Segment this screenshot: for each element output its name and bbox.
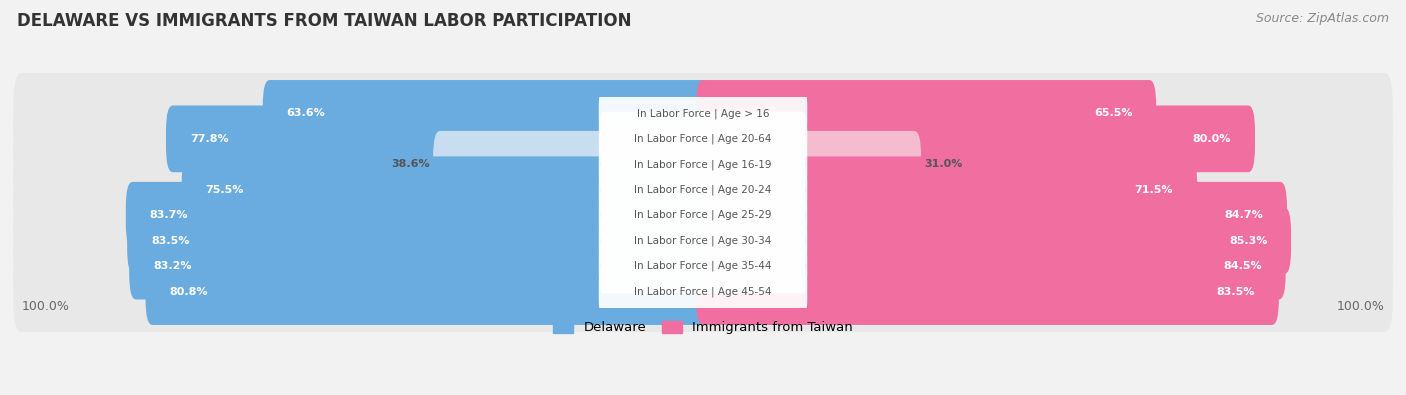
- FancyBboxPatch shape: [696, 207, 1291, 274]
- FancyBboxPatch shape: [181, 156, 710, 223]
- Text: 65.5%: 65.5%: [1094, 108, 1132, 118]
- FancyBboxPatch shape: [146, 258, 710, 325]
- FancyBboxPatch shape: [129, 233, 710, 299]
- FancyBboxPatch shape: [14, 251, 1392, 332]
- Text: 31.0%: 31.0%: [925, 159, 963, 169]
- FancyBboxPatch shape: [599, 213, 807, 268]
- FancyBboxPatch shape: [599, 188, 807, 243]
- Text: DELAWARE VS IMMIGRANTS FROM TAIWAN LABOR PARTICIPATION: DELAWARE VS IMMIGRANTS FROM TAIWAN LABOR…: [17, 12, 631, 30]
- Text: 100.0%: 100.0%: [21, 300, 69, 313]
- Text: 83.5%: 83.5%: [150, 236, 190, 246]
- FancyBboxPatch shape: [14, 73, 1392, 154]
- FancyBboxPatch shape: [599, 239, 807, 293]
- Text: Source: ZipAtlas.com: Source: ZipAtlas.com: [1256, 12, 1389, 25]
- FancyBboxPatch shape: [696, 80, 1156, 147]
- Text: In Labor Force | Age > 16: In Labor Force | Age > 16: [637, 108, 769, 118]
- FancyBboxPatch shape: [599, 264, 807, 319]
- FancyBboxPatch shape: [599, 137, 807, 192]
- Text: 77.8%: 77.8%: [190, 134, 229, 144]
- FancyBboxPatch shape: [696, 105, 1256, 172]
- FancyBboxPatch shape: [696, 156, 1197, 223]
- Text: 100.0%: 100.0%: [1337, 300, 1385, 313]
- Text: 83.5%: 83.5%: [1216, 287, 1256, 297]
- FancyBboxPatch shape: [696, 182, 1286, 248]
- Text: 84.5%: 84.5%: [1223, 261, 1261, 271]
- Text: In Labor Force | Age 25-29: In Labor Force | Age 25-29: [634, 210, 772, 220]
- Text: 84.7%: 84.7%: [1225, 210, 1263, 220]
- FancyBboxPatch shape: [433, 131, 710, 198]
- Text: 83.2%: 83.2%: [153, 261, 191, 271]
- FancyBboxPatch shape: [696, 131, 921, 198]
- Text: 80.8%: 80.8%: [169, 287, 208, 297]
- FancyBboxPatch shape: [14, 149, 1392, 230]
- Text: 80.0%: 80.0%: [1192, 134, 1232, 144]
- Text: In Labor Force | Age 20-24: In Labor Force | Age 20-24: [634, 184, 772, 195]
- Text: 71.5%: 71.5%: [1135, 185, 1173, 195]
- FancyBboxPatch shape: [125, 182, 710, 248]
- FancyBboxPatch shape: [14, 175, 1392, 256]
- Text: 75.5%: 75.5%: [205, 185, 243, 195]
- Text: 63.6%: 63.6%: [287, 108, 325, 118]
- FancyBboxPatch shape: [696, 258, 1279, 325]
- FancyBboxPatch shape: [166, 105, 710, 172]
- Text: 38.6%: 38.6%: [391, 159, 430, 169]
- FancyBboxPatch shape: [14, 200, 1392, 281]
- FancyBboxPatch shape: [14, 98, 1392, 179]
- Text: In Labor Force | Age 20-64: In Labor Force | Age 20-64: [634, 134, 772, 144]
- FancyBboxPatch shape: [14, 226, 1392, 307]
- FancyBboxPatch shape: [14, 124, 1392, 205]
- FancyBboxPatch shape: [599, 112, 807, 166]
- FancyBboxPatch shape: [599, 162, 807, 217]
- FancyBboxPatch shape: [599, 86, 807, 141]
- Legend: Delaware, Immigrants from Taiwan: Delaware, Immigrants from Taiwan: [548, 316, 858, 340]
- FancyBboxPatch shape: [263, 80, 710, 147]
- Text: In Labor Force | Age 45-54: In Labor Force | Age 45-54: [634, 286, 772, 297]
- FancyBboxPatch shape: [127, 207, 710, 274]
- Text: In Labor Force | Age 16-19: In Labor Force | Age 16-19: [634, 159, 772, 169]
- Text: 85.3%: 85.3%: [1229, 236, 1267, 246]
- Text: In Labor Force | Age 35-44: In Labor Force | Age 35-44: [634, 261, 772, 271]
- Text: In Labor Force | Age 30-34: In Labor Force | Age 30-34: [634, 235, 772, 246]
- FancyBboxPatch shape: [696, 233, 1285, 299]
- Text: 83.7%: 83.7%: [149, 210, 188, 220]
